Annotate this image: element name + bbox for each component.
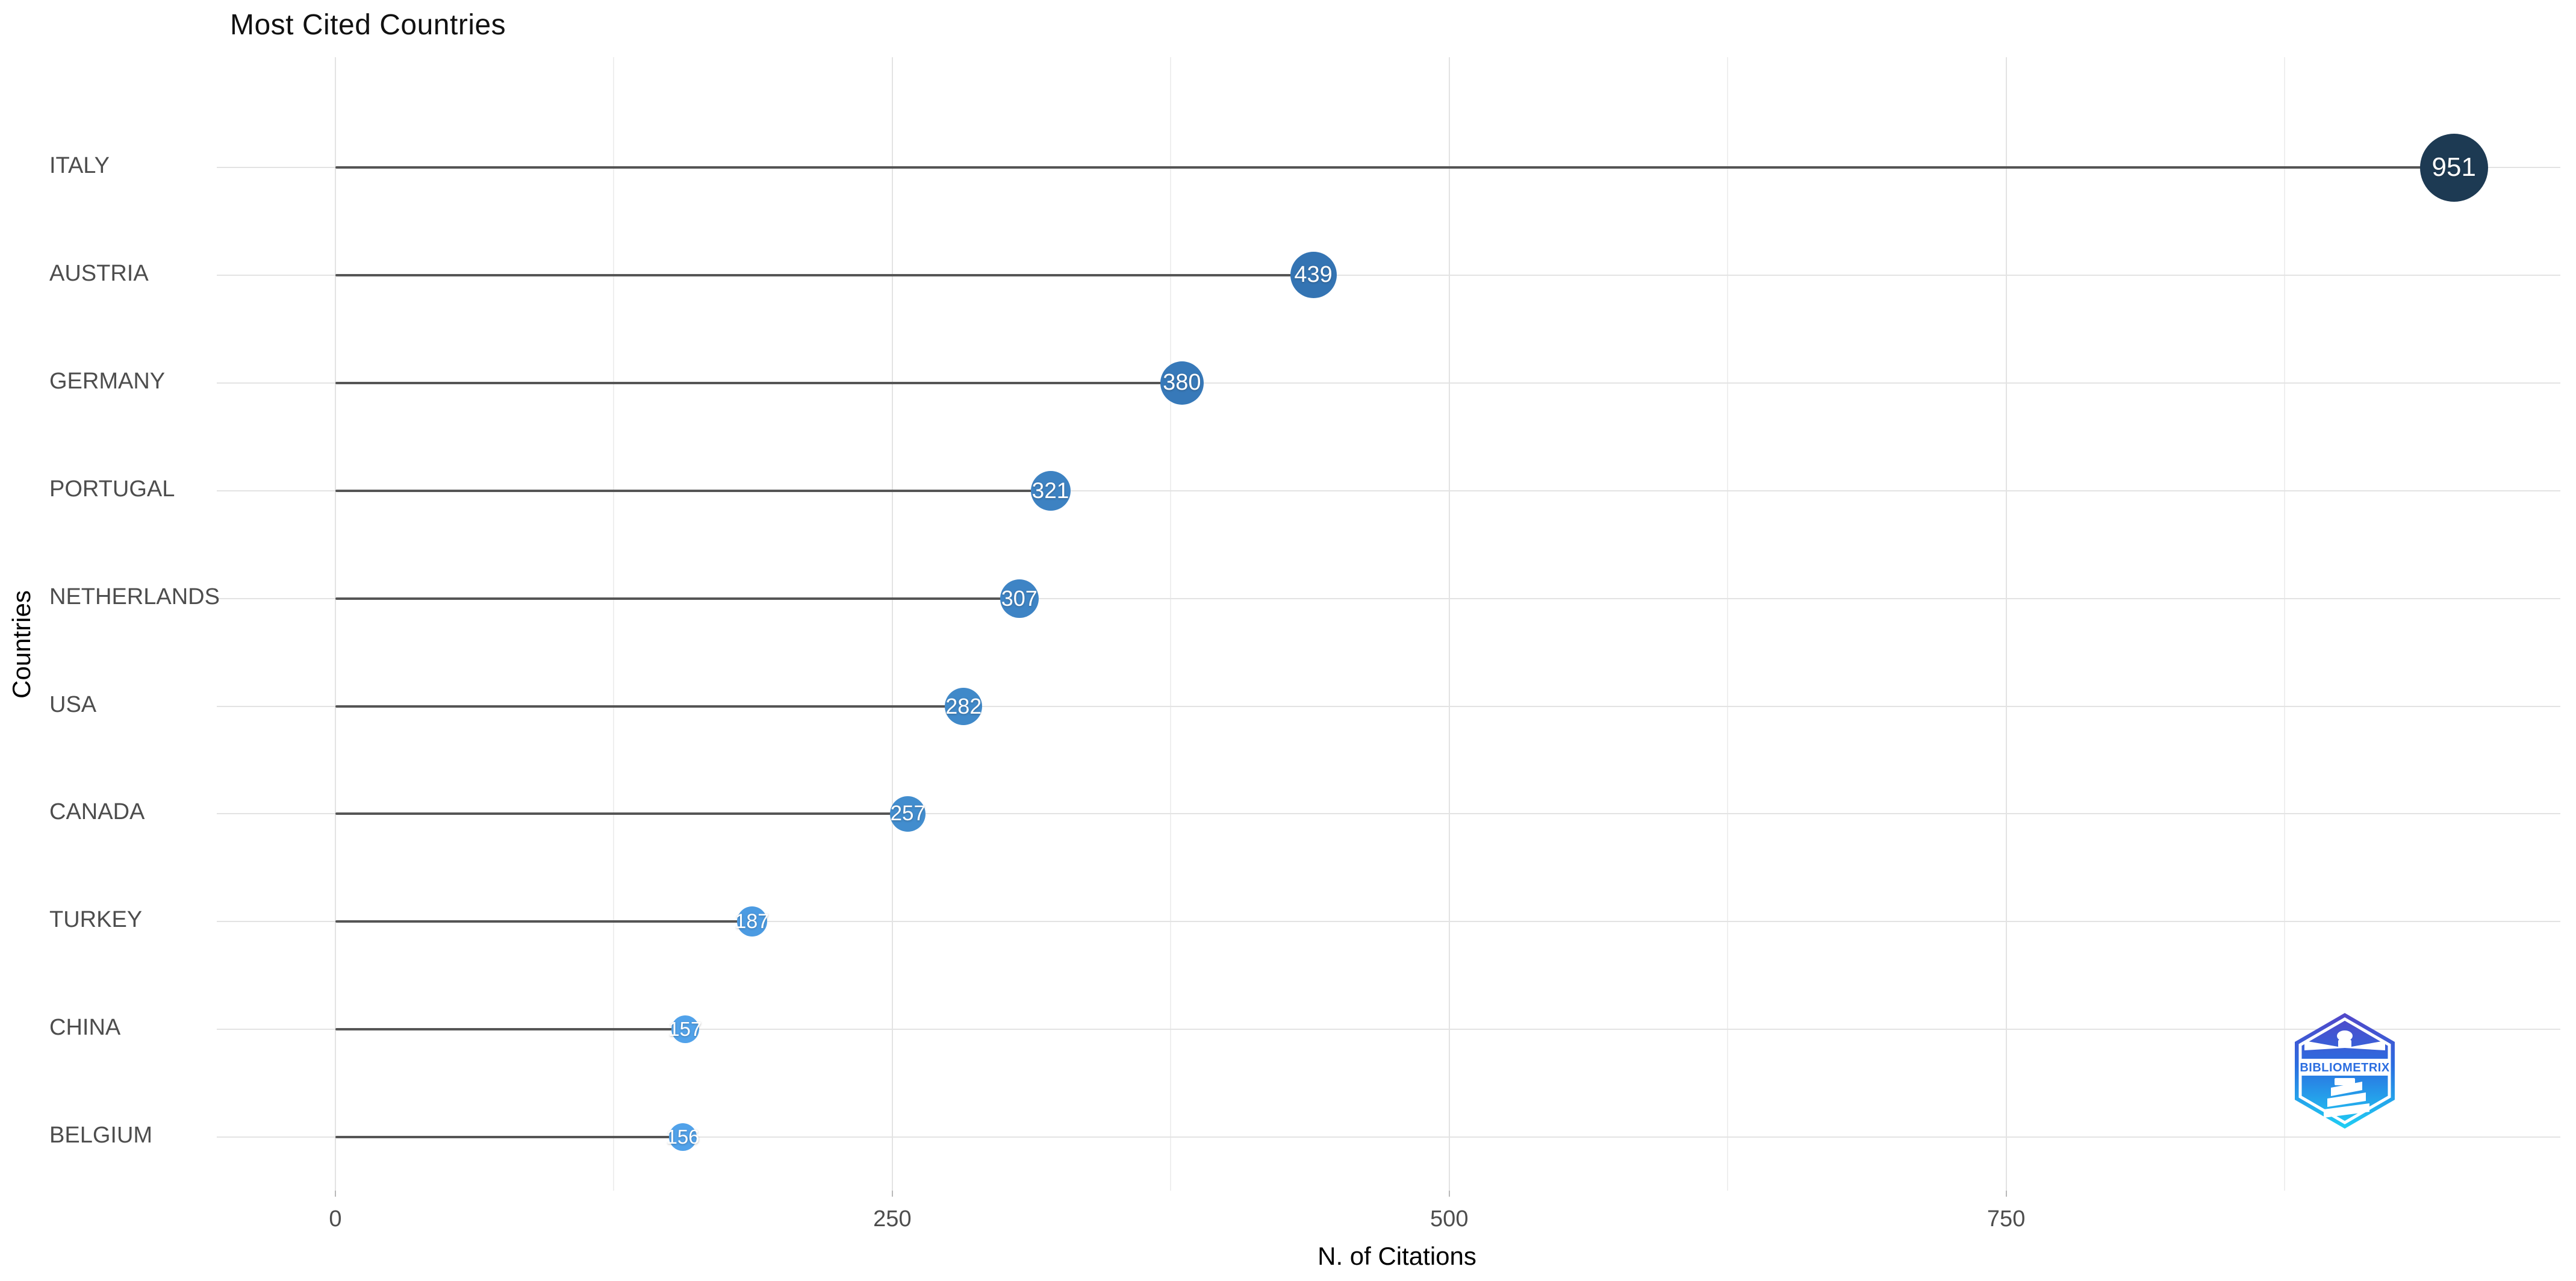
gridline-h: [217, 921, 2560, 923]
bibliometrix-logo: BIBLIOMETRIX: [2295, 1013, 2395, 1129]
dot-austria: 439: [1290, 252, 1337, 299]
gridline-v-minor: [613, 57, 615, 1191]
dot-value: 187: [735, 909, 770, 933]
country-label-china: CHINA: [49, 1015, 121, 1041]
dot-turkey: 187: [735, 906, 770, 937]
x-axis-title: N. of Citations: [1318, 1242, 1476, 1270]
x-tick-label: 750: [1986, 1206, 2026, 1232]
dot-usa: 282: [945, 687, 983, 725]
country-label-austria: AUSTRIA: [49, 260, 149, 286]
dot-value: 257: [890, 802, 926, 826]
y-axis-title-text: Countries: [7, 590, 36, 699]
country-label-italy: ITALY: [49, 153, 110, 178]
country-label-belgium: BELGIUM: [49, 1123, 153, 1149]
y-axis-title: Countries: [6, 578, 37, 711]
country-label-usa: USA: [49, 691, 97, 717]
gridline-v-minor: [1170, 57, 1172, 1191]
gridline-v-major: [1448, 57, 1450, 1191]
dot-value: 307: [1001, 585, 1038, 611]
logo-text: BIBLIOMETRIX: [2300, 1061, 2389, 1074]
stem: [335, 489, 1051, 492]
gridline-h: [217, 1029, 2560, 1030]
stem: [335, 1028, 685, 1031]
dot-value: 439: [1294, 262, 1333, 288]
stem: [335, 920, 752, 923]
x-axis-tick: [335, 1191, 336, 1197]
dot-canada: 257: [890, 796, 926, 832]
gridline-v-major: [891, 57, 893, 1191]
chart-title: Most Cited Countries: [230, 9, 506, 41]
dot-value: 321: [1031, 478, 1069, 503]
country-label-canada: CANADA: [49, 799, 145, 825]
gridline-h: [217, 705, 2560, 707]
logo-band: [2300, 1059, 2389, 1076]
dot-value: 282: [945, 693, 982, 718]
x-axis-tick: [2005, 1191, 2007, 1197]
x-tick-label: 500: [1430, 1206, 1469, 1232]
gridline-h: [217, 382, 2560, 384]
dot-value: 157: [668, 1018, 702, 1041]
gridline-h: [217, 274, 2560, 276]
dot-value: 156: [666, 1126, 700, 1149]
dot-italy: 951: [2419, 133, 2488, 202]
stem: [335, 705, 964, 708]
country-label-germany: GERMANY: [49, 368, 166, 394]
dot-value: 380: [1163, 370, 1201, 396]
country-label-netherlands: NETHERLANDS: [49, 584, 220, 609]
stem: [335, 273, 1314, 276]
lighthouse-icon: [2304, 1030, 2385, 1118]
logo-hexagon-inner-border: [2298, 1017, 2391, 1124]
gridline-h: [217, 1136, 2560, 1138]
dot-netherlands: 307: [1000, 579, 1039, 618]
stem: [335, 812, 908, 815]
gridline-h: [217, 597, 2560, 599]
dot-china: 157: [668, 1015, 702, 1044]
dot-value: 951: [2431, 152, 2476, 182]
stem: [335, 381, 1182, 384]
x-axis-tick: [1448, 1191, 1450, 1197]
stem: [335, 597, 1019, 600]
gridline-h: [217, 813, 2560, 815]
gridline-v-major: [2005, 57, 2007, 1191]
stem: [335, 1136, 683, 1139]
x-axis-tick: [891, 1191, 893, 1197]
dot-germany: 380: [1160, 361, 1204, 405]
x-tick-label: 250: [873, 1206, 912, 1232]
country-label-turkey: TURKEY: [49, 907, 143, 933]
x-tick-label: 0: [329, 1206, 342, 1232]
stem: [335, 166, 2454, 169]
dot-portugal: 321: [1030, 470, 1071, 511]
gridline-v-minor: [1727, 57, 1729, 1191]
country-label-portugal: PORTUGAL: [49, 476, 175, 502]
dot-belgium: 156: [666, 1123, 700, 1152]
gridline-h: [217, 490, 2560, 491]
gridline-v-major: [335, 57, 336, 1191]
gridline-v-minor: [2284, 57, 2286, 1191]
